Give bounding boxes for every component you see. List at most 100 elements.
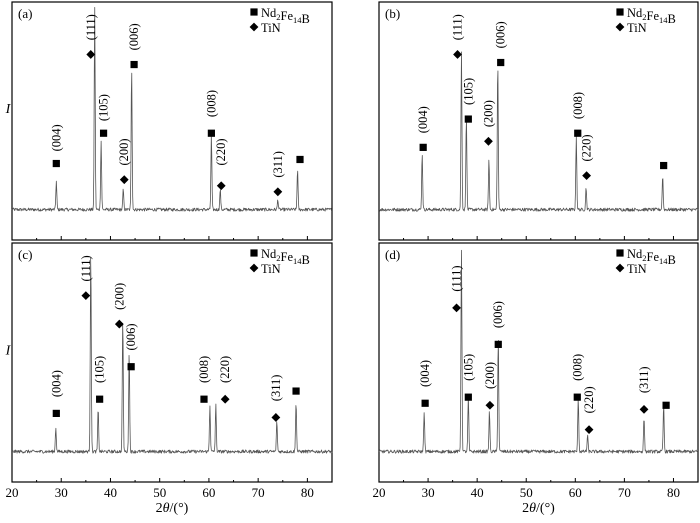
panel-3-legend-tin: TiN [261,262,281,276]
panel-4-peak-6-hkl-label: (220) [582,386,596,413]
panel-4-xrd-trace [378,249,699,454]
panel-2-peak-3-hkl-label: (200) [481,100,495,127]
panel-3-y-axis-label: I [5,344,12,359]
panel-2-legend-diamond-marker [615,22,625,32]
panel-3-peak-5-square-marker [200,395,208,403]
panel-3-peak-3-hkl-label: (200) [112,283,126,310]
panel-1-peak-4-square-marker [130,60,138,69]
panel-3-peak-3-diamond-marker [114,319,124,329]
panel-4-peak-7-diamond-marker [639,404,649,414]
panel-3-legend-diamond-marker [249,263,259,273]
panel-3-peak-7-hkl-label: (311) [269,375,283,402]
panel-2-label: (b) [385,6,400,21]
panel-2-peak-0-square-marker [419,143,427,151]
panel-1-label: (a) [18,6,32,21]
panel-4-peak-2-hkl-label: (105) [461,354,475,381]
panel-4-frame [378,242,699,483]
panel-4-xtick-label-50: 50 [520,485,533,500]
panel-3-xrd-trace [11,257,333,454]
panel-3-xtick-label-40: 40 [104,485,117,500]
panel-1-peak-0-hkl-label: (004) [49,124,63,151]
panel-2-peak-6-hkl-label: (220) [580,134,594,161]
panel-4-peak-5-square-marker [573,393,581,401]
panel-1-legend-diamond-marker [249,22,259,32]
panel-2-peak-7-square-marker [660,161,668,170]
panel-3-peak-4-hkl-label: (006) [124,323,138,350]
panel-4-xtick-label-20: 20 [373,485,386,500]
panel-2-peak-4-square-marker [497,58,505,67]
panel-4-legend-diamond-marker [615,263,625,273]
panel-1-peak-5-square-marker [207,129,215,137]
panel-4-label: (d) [385,247,400,262]
panel-1-peak-6-diamond-marker [216,181,226,191]
panel-3-legend-nd2fe14b: Nd2Fe14B [261,247,310,267]
panel-3-peak-5-hkl-label: (008) [197,356,211,383]
x-axis-label-left: 2θ/(°) [156,501,189,516]
panel-4-peak-4-hkl-label: (006) [491,301,505,328]
panel-1-peak-3-diamond-marker [119,175,129,185]
panel-3-peak-6-hkl-label: (220) [218,356,232,383]
panel-3-peak-6-diamond-marker [220,394,230,404]
panel-4-peak-3-hkl-label: (200) [483,362,497,389]
panel-3-xtick-label-20: 20 [6,485,19,500]
panel-1-peak-4-hkl-label: (006) [127,23,141,50]
panel-4-xtick-label-30: 30 [422,485,435,500]
panel-4-peak-0-square-marker [421,399,429,407]
panel-3-peak-2-square-marker [96,395,104,403]
panel-1-peak-7-diamond-marker [273,187,283,197]
panel-3-xtick-label-50: 50 [153,485,166,500]
panel-2-peak-4-hkl-label: (006) [494,21,508,48]
panel-1-peak-1-hkl-label: (111) [84,14,98,40]
panel-2-peak-5-square-marker [574,129,582,137]
panel-3-peak-1-diamond-marker [81,291,91,301]
panel-2-legend-nd2fe14b: Nd2Fe14B [627,6,676,26]
panel-3-peak-1-hkl-label: (111) [79,255,93,281]
panel-2-peak-1-diamond-marker [453,50,462,59]
panel-3-frame [11,242,333,483]
panel-2-legend-square-marker [616,8,624,16]
panel-3-xtick-label-80: 80 [301,485,314,500]
panel-4-legend-square-marker [616,249,624,257]
panel-3-peak-7-diamond-marker [271,413,281,422]
panel-4-peak-8-square-marker [662,401,670,409]
panel-4-legend-tin: TiN [627,262,647,276]
panel-2-frame [378,1,699,241]
panel-4-peak-2-square-marker [464,393,472,401]
panel-3-label: (c) [18,247,32,262]
panel-2-peak-0-hkl-label: (004) [416,106,430,133]
panel-2-peak-6-diamond-marker [582,171,591,181]
panel-1-peak-8-square-marker [296,155,304,164]
panel-3-peak-2-hkl-label: (105) [93,356,107,383]
panel-1-peak-1-diamond-marker [86,50,96,59]
panel-4-peak-1-hkl-label: (111) [450,265,464,291]
panel-3-peak-0-square-marker [52,409,60,417]
panel-1-legend-nd2fe14b: Nd2Fe14B [261,6,310,26]
panel-1-peak-7-hkl-label: (311) [271,151,285,178]
panel-1-xrd-trace [11,6,333,212]
panel-4-peak-7-hkl-label: (311) [637,366,651,393]
panel-4-peak-0-hkl-label: (004) [418,360,432,387]
panel-4-xtick-label-80: 80 [667,485,680,500]
panel-1-peak-2-hkl-label: (105) [97,94,111,121]
x-axis-label-right: 2θ/(°) [522,501,555,516]
panel-4-peak-5-hkl-label: (008) [570,354,584,381]
panel-3-peak-4-square-marker [127,363,135,371]
panel-3-xtick-label-60: 60 [202,485,215,500]
panel-1-peak-3-hkl-label: (200) [117,138,131,165]
panel-3-xtick-label-30: 30 [55,485,68,500]
panel-1-y-axis-label: I [5,102,12,117]
panel-4-xtick-label-70: 70 [618,485,631,500]
panel-2-peak-3-diamond-marker [484,136,493,146]
panel-1-legend-tin: TiN [261,21,281,35]
panel-3-peak-0-hkl-label: (004) [49,370,63,397]
panel-2-xrd-trace [378,51,699,212]
panel-1-peak-2-square-marker [99,129,108,137]
panel-3-xtick-label-70: 70 [252,485,265,500]
panel-4-xtick-label-60: 60 [569,485,582,500]
panel-1-peak-5-hkl-label: (008) [204,90,218,117]
panel-2-peak-2-hkl-label: (105) [461,78,475,105]
panel-1-peak-6-hkl-label: (220) [214,138,228,165]
panel-2-legend-tin: TiN [627,21,647,35]
